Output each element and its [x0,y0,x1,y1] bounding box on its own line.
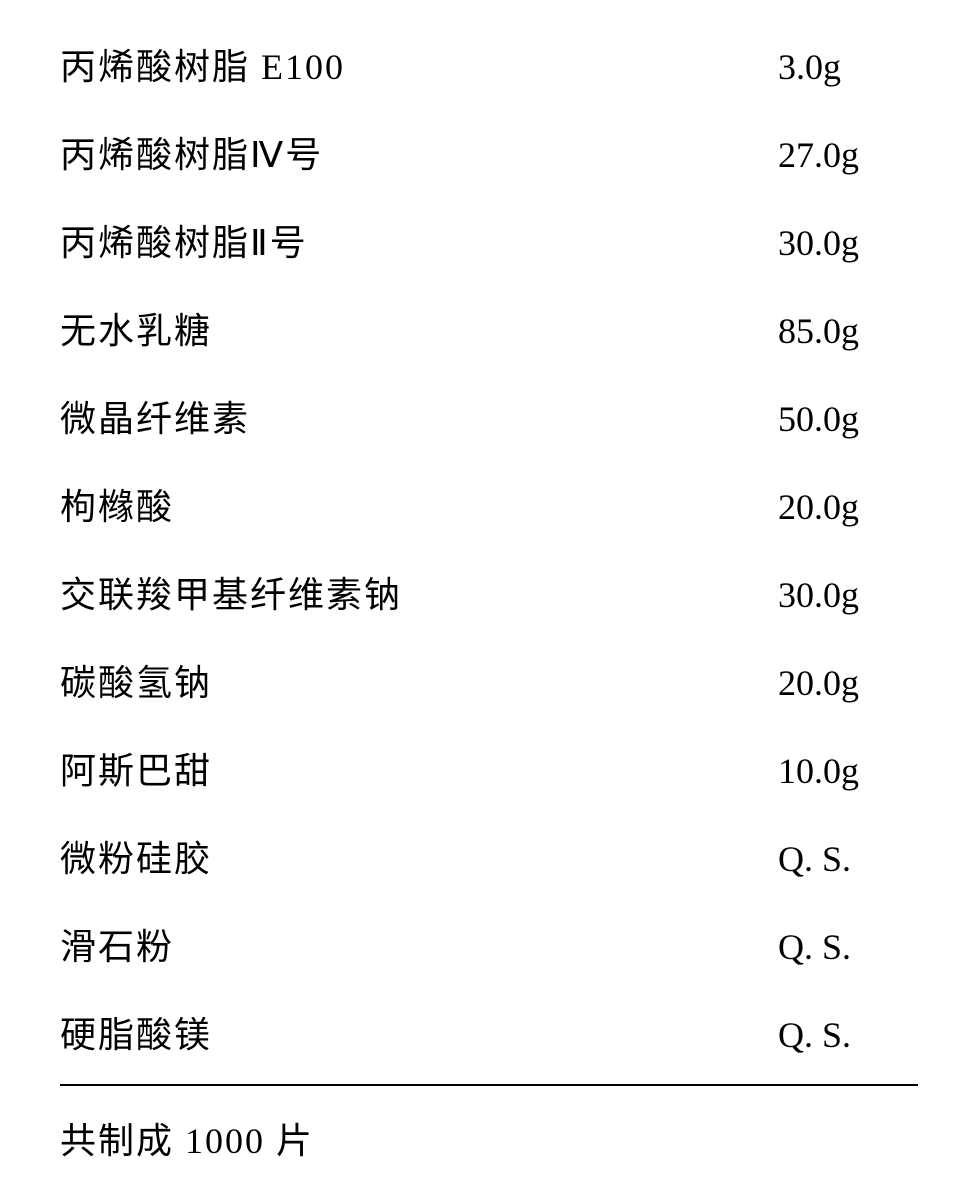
table-row: 丙烯酸树脂Ⅳ号 27.0g [60,108,918,196]
ingredient-value: 30.0g [778,574,918,616]
table-row: 丙烯酸树脂 E100 3.0g [60,20,918,108]
table-footer: 共制成 1000 片 [60,1094,918,1182]
ingredient-name: 无水乳糖 [60,302,212,354]
table-row: 交联羧甲基纤维素钠 30.0g [60,548,918,636]
ingredient-name: 枸橼酸 [60,478,174,530]
ingredient-name: 交联羧甲基纤维素钠 [60,566,402,618]
ingredient-value: 20.0g [778,486,918,528]
ingredient-value: 20.0g [778,662,918,704]
ingredient-value: Q. S. [778,926,918,968]
table-row: 阿斯巴甜 10.0g [60,724,918,812]
table-row: 碳酸氢钠 20.0g [60,636,918,724]
ingredient-value: 50.0g [778,398,918,440]
table-divider [60,1084,918,1086]
ingredient-value: 85.0g [778,310,918,352]
table-row: 硬脂酸镁 Q. S. [60,988,918,1076]
ingredients-table: 丙烯酸树脂 E100 3.0g 丙烯酸树脂Ⅳ号 27.0g 丙烯酸树脂Ⅱ号 30… [60,20,918,1182]
ingredient-name: 滑石粉 [60,918,174,970]
table-row: 丙烯酸树脂Ⅱ号 30.0g [60,196,918,284]
table-row: 微晶纤维素 50.0g [60,372,918,460]
table-row: 滑石粉 Q. S. [60,900,918,988]
ingredient-value: 27.0g [778,134,918,176]
ingredient-name: 阿斯巴甜 [60,742,212,794]
table-row: 枸橼酸 20.0g [60,460,918,548]
ingredient-value: 3.0g [778,46,918,88]
footer-text: 共制成 1000 片 [60,1121,314,1161]
ingredient-name: 丙烯酸树脂Ⅱ号 [60,214,308,266]
ingredient-name: 微晶纤维素 [60,390,250,442]
ingredient-name: 微粉硅胶 [60,830,212,882]
ingredient-value: Q. S. [778,838,918,880]
ingredient-value: 30.0g [778,222,918,264]
ingredient-name: 丙烯酸树脂Ⅳ号 [60,126,323,178]
table-row: 无水乳糖 85.0g [60,284,918,372]
table-row: 微粉硅胶 Q. S. [60,812,918,900]
ingredient-name: 碳酸氢钠 [60,654,212,706]
ingredient-name: 硬脂酸镁 [60,1006,212,1058]
ingredient-name: 丙烯酸树脂 E100 [60,38,345,90]
ingredient-value: Q. S. [778,1014,918,1056]
ingredient-value: 10.0g [778,750,918,792]
